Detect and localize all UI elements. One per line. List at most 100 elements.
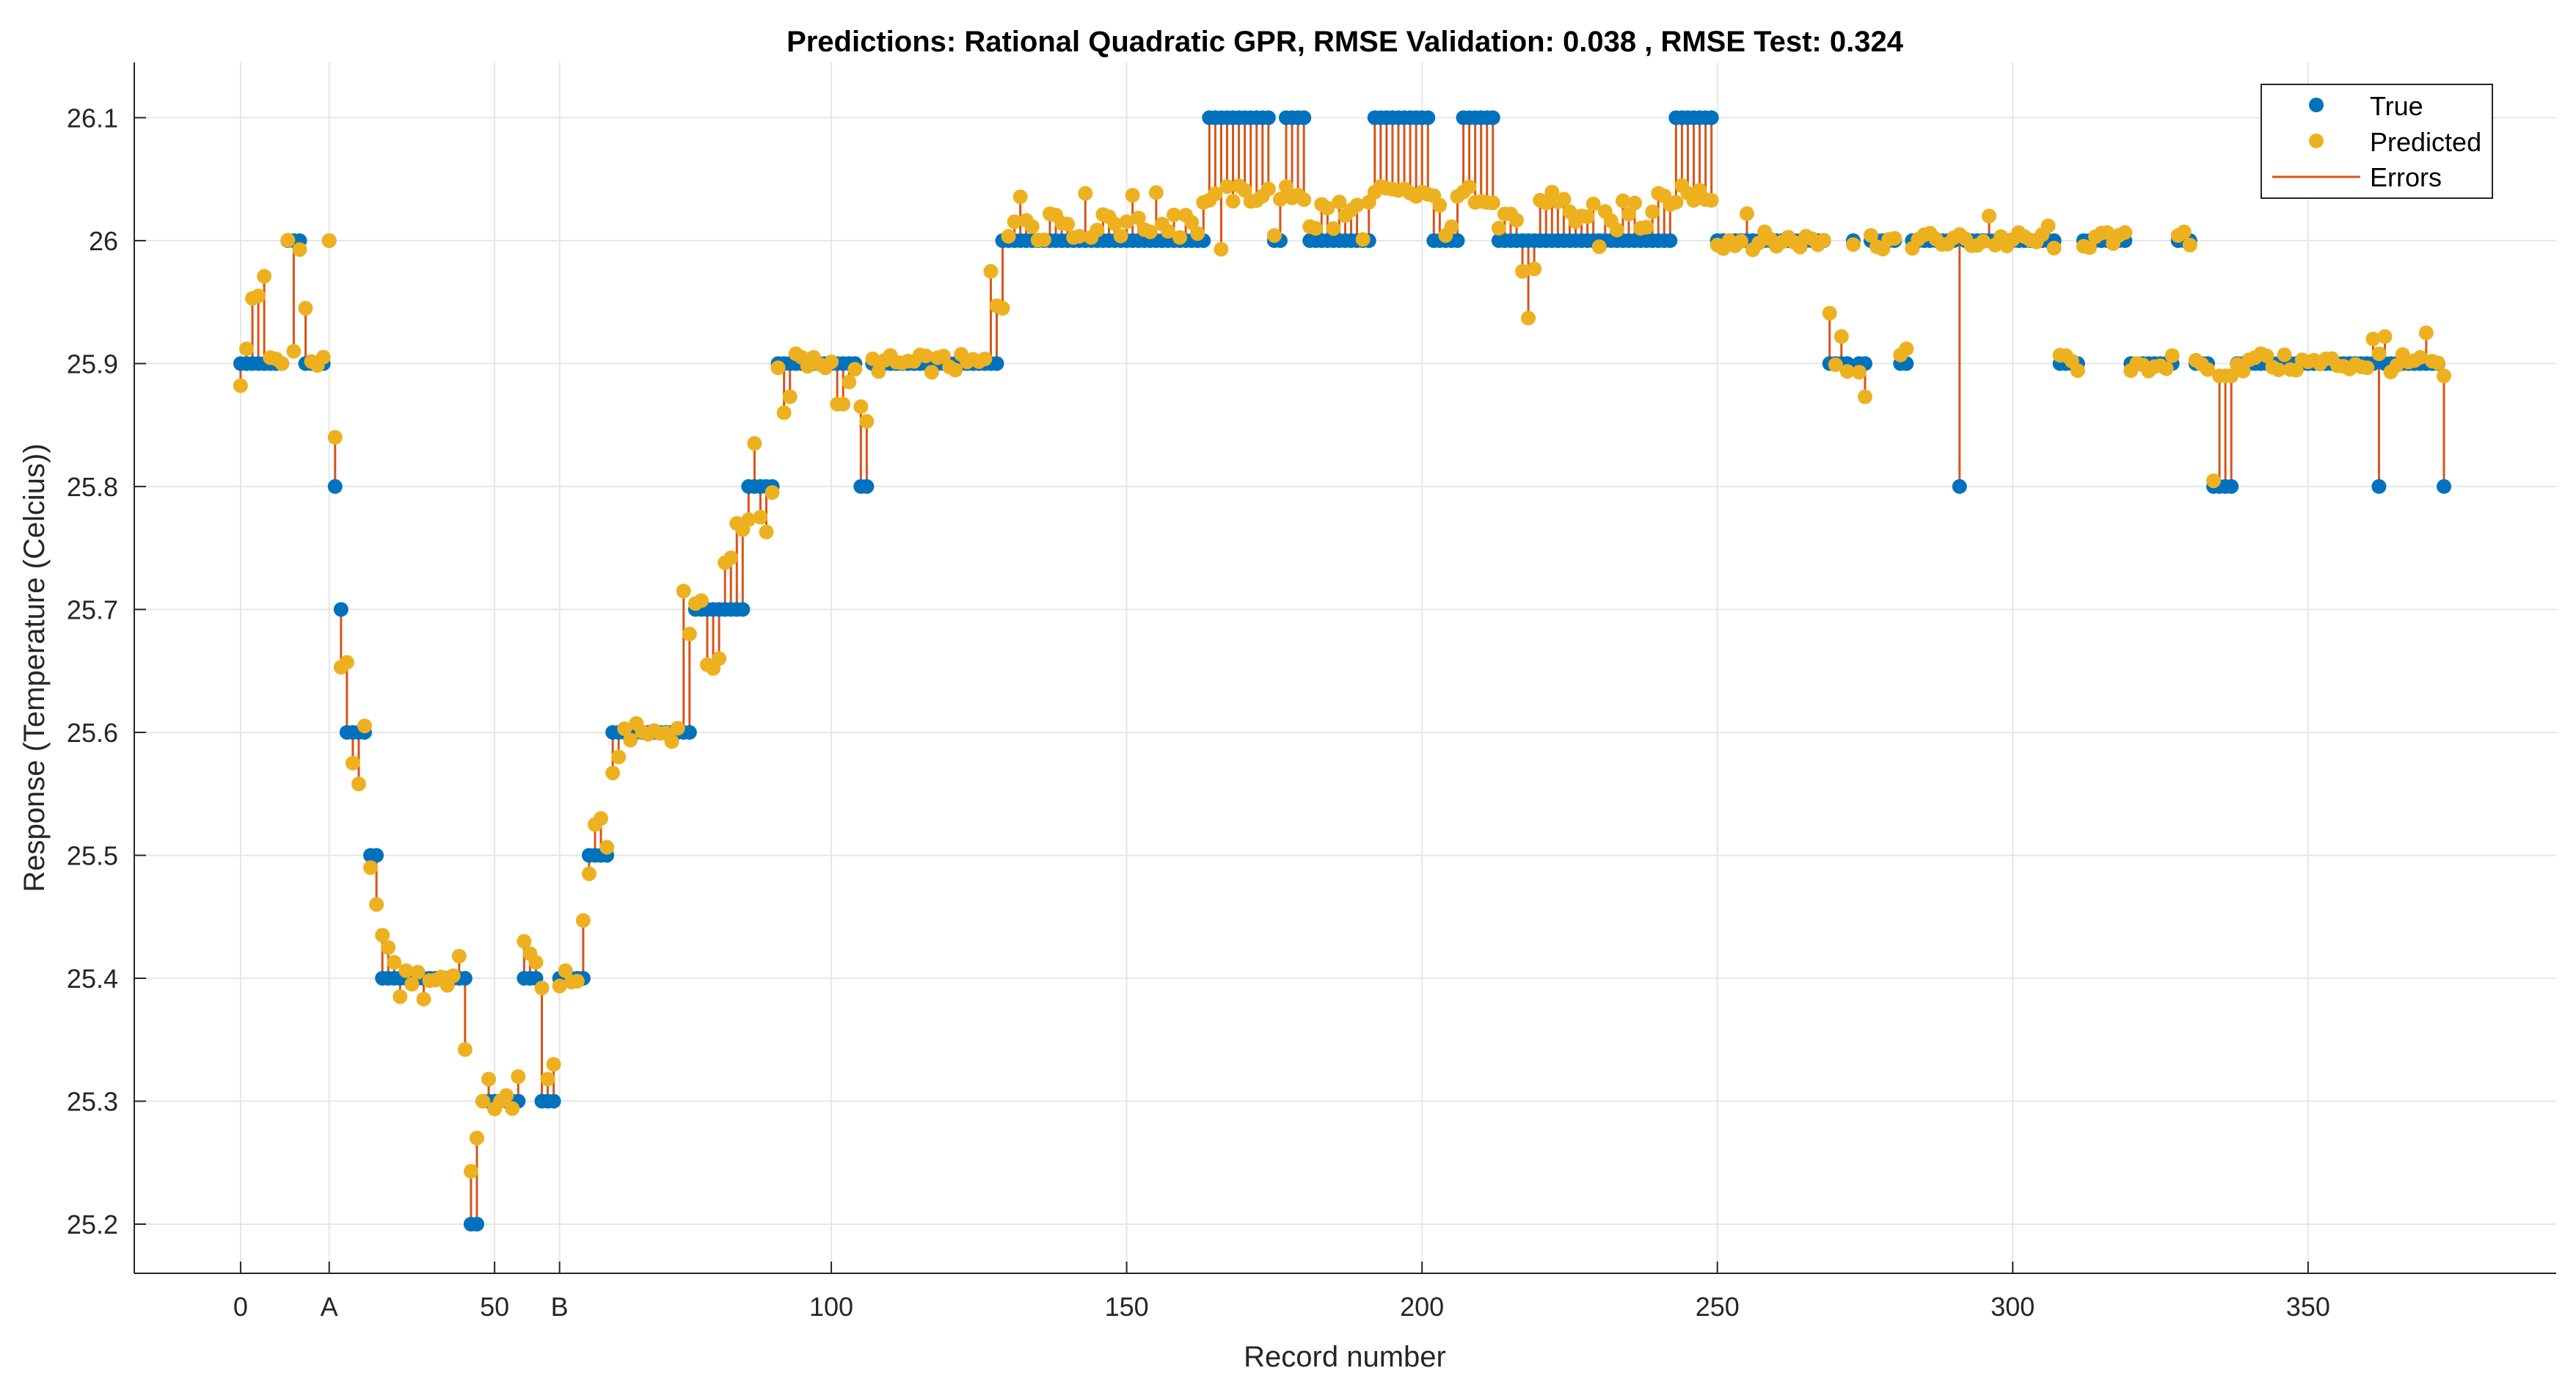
predicted-point: [505, 1101, 520, 1116]
predicted-point: [682, 626, 697, 641]
predicted-point: [693, 593, 709, 608]
predicted-point: [404, 977, 420, 992]
x-tick-label: 200: [1400, 1292, 1444, 1322]
true-point: [989, 356, 1004, 371]
true-point: [457, 970, 472, 986]
predicted-point: [1982, 208, 1997, 224]
predicted-point: [741, 512, 756, 528]
predicted-point: [2200, 362, 2215, 377]
legend-predicted-label: Predicted: [2370, 127, 2481, 157]
predicted-point: [1078, 186, 1093, 201]
predicted-point: [836, 396, 851, 412]
predicted-point: [1591, 239, 1607, 255]
predicted-point: [2040, 218, 2056, 233]
predicted-point: [2389, 358, 2404, 374]
predicted-point: [511, 1069, 526, 1084]
predicted-point: [770, 360, 786, 376]
predicted-point: [824, 354, 839, 370]
predicted-point: [1887, 230, 1902, 246]
predicted-point: [1272, 192, 1288, 207]
predicted-point: [393, 989, 408, 1005]
predicted-point: [776, 405, 792, 421]
predicted-point: [558, 963, 573, 978]
true-point: [1296, 110, 1312, 125]
true-point: [1485, 110, 1500, 125]
predicted-point: [859, 414, 875, 429]
predicted-point: [315, 349, 331, 365]
predicted-point: [445, 968, 461, 983]
predicted-point: [2437, 368, 2452, 384]
predicted-point: [782, 389, 798, 404]
legend-true-marker: [2309, 98, 2324, 112]
predicted-point: [1586, 196, 1601, 211]
true-layer: [233, 110, 2452, 1231]
predicted-point: [1160, 224, 1175, 239]
predicted-point: [753, 509, 768, 525]
predicted-point: [292, 241, 307, 257]
y-axis-label: Response (Temperature (Celcius)): [18, 443, 51, 892]
x-tick-label: B: [551, 1292, 569, 1322]
predicted-point: [410, 964, 426, 980]
predicted-point: [2164, 348, 2180, 363]
predicted-point: [1864, 228, 1879, 243]
predicted-point: [1355, 232, 1371, 247]
predicted-point: [1899, 341, 1914, 357]
x-tick-label: 250: [1696, 1292, 1740, 1322]
predicted-point: [2182, 237, 2197, 252]
predicted-point: [2070, 363, 2085, 378]
predicted-point: [475, 1094, 491, 1109]
x-tick-label: 0: [233, 1292, 248, 1322]
predicted-point: [1515, 263, 1530, 279]
predicted-point: [569, 973, 585, 989]
predicted-point: [463, 1163, 478, 1179]
predicted-point: [712, 651, 727, 666]
predicted-point: [2430, 355, 2445, 371]
predicted-point: [2377, 329, 2393, 344]
predicted-point: [842, 374, 857, 390]
y-tick-label: 26.1: [67, 103, 118, 133]
predicted-point: [357, 718, 372, 734]
true-point: [1450, 233, 1465, 248]
predicted-point: [918, 348, 933, 363]
predicted-point: [1733, 233, 1748, 249]
true-point: [735, 602, 751, 617]
predicted-point: [238, 341, 254, 357]
predicted-point: [1527, 261, 1542, 277]
predicted-point: [2206, 473, 2222, 489]
predicted-point: [1639, 219, 1654, 235]
y-tick-label: 25.2: [67, 1209, 118, 1240]
predicted-point: [327, 429, 343, 445]
predicted-point: [1976, 233, 1991, 249]
predicted-point: [375, 928, 390, 943]
predicted-point: [1214, 241, 1229, 257]
predicted-point: [865, 351, 880, 366]
predicted-point: [2224, 368, 2239, 384]
predicted-point: [765, 485, 780, 501]
predicted-point: [1462, 179, 1477, 194]
predicted-point: [983, 263, 999, 279]
predicted-point: [1621, 206, 1636, 222]
predicted-point: [995, 301, 1010, 316]
predicted-point: [1072, 228, 1087, 244]
x-tick-label: 50: [480, 1292, 509, 1322]
predicted-point: [2277, 347, 2292, 363]
predicted-point: [2236, 363, 2251, 379]
predicted-point: [1485, 195, 1500, 211]
predicted-point: [847, 362, 863, 377]
predicted-point: [1172, 230, 1188, 245]
predicted-point: [1219, 179, 1235, 194]
y-tick-label: 25.5: [67, 840, 118, 870]
predicted-point: [1225, 194, 1241, 209]
pred-layer: [233, 178, 2452, 1179]
predicted-point: [298, 301, 313, 316]
predicted-point: [1627, 195, 1643, 211]
predicted-point: [286, 343, 302, 359]
predicted-point: [1739, 206, 1754, 222]
true-point: [333, 602, 349, 617]
predicted-point: [2176, 224, 2192, 239]
predicted-point: [1615, 193, 1630, 208]
predicted-point: [1320, 200, 1335, 216]
predicted-point: [2418, 325, 2434, 341]
predicted-point: [1090, 222, 1105, 238]
predicted-point: [481, 1071, 497, 1087]
